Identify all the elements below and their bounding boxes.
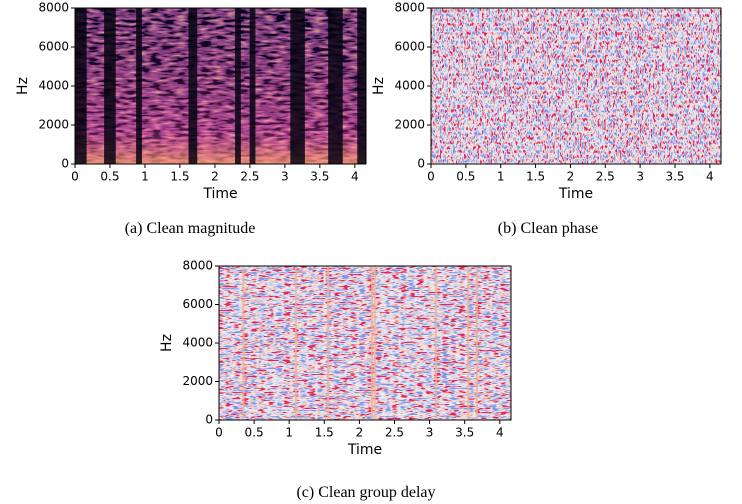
y-tick-label: 8000 [182, 259, 213, 273]
x-tick-label: 3.5 [665, 170, 684, 184]
silence-band [136, 8, 142, 164]
x-tick-label: 4 [351, 170, 359, 184]
x-axis-label: Time [202, 186, 237, 202]
texture [219, 266, 511, 420]
x-tick-label: 2 [567, 170, 575, 184]
silence-band [328, 8, 343, 164]
x-tick-label: 3 [426, 426, 434, 440]
y-tick-label: 0 [205, 413, 213, 427]
x-tick-label: 0.5 [100, 170, 119, 184]
x-tick-label: 1 [285, 426, 293, 440]
y-tick-label: 8000 [38, 1, 69, 15]
y-tick-label: 4000 [38, 79, 69, 93]
x-tick-label: 2 [211, 170, 219, 184]
streak [467, 266, 470, 420]
spectrogram-panel: 0 0.5 1 1.5 2 2.5 3 3.5 4 0 2000 4000 6000 8000 Time Hz… [371, 1, 722, 237]
y-tick-label: 0 [61, 157, 69, 171]
x-tick-label: 1.5 [170, 170, 189, 184]
y-tick-label: 6000 [394, 40, 425, 54]
silence-band [249, 8, 256, 164]
x-tick-label: 0.5 [456, 170, 475, 184]
x-tick-label: 4 [706, 170, 714, 184]
x-tick-label: 1 [141, 170, 149, 184]
x-tick-label: 0 [71, 170, 79, 184]
streak [242, 266, 245, 420]
y-tick-label: 2000 [38, 118, 69, 132]
x-tick-label: 2 [356, 426, 364, 440]
x-tick-label: 1 [497, 170, 505, 184]
y-tick-label: 4000 [182, 336, 213, 350]
caption: (a) Clean magnitude [125, 220, 256, 237]
x-tick-label: 2.5 [240, 170, 259, 184]
x-tick-label: 4 [496, 426, 504, 440]
y-tick-label: 2000 [394, 118, 425, 132]
silence-band [290, 8, 305, 164]
x-tick-label: 1.5 [315, 426, 334, 440]
streak [475, 266, 478, 420]
y-tick-label: 2000 [182, 374, 213, 388]
texture [431, 8, 721, 164]
silence-band [188, 8, 198, 164]
caption: (c) Clean group delay [296, 484, 435, 501]
x-tick-label: 3 [636, 170, 644, 184]
streak [327, 266, 330, 420]
streak [435, 266, 438, 420]
x-tick-label: 3 [281, 170, 289, 184]
streak [373, 266, 376, 420]
y-tick-label: 6000 [182, 297, 213, 311]
spectrogram-panel: 0 0.5 1 1.5 2 2.5 3 3.5 4 0 2000 4000 6000 8000 Time Hz… [15, 1, 367, 237]
caption: (b) Clean phase [498, 220, 598, 237]
y-tick-label: 8000 [394, 1, 425, 15]
silence-band [235, 8, 241, 164]
y-tick-label: 6000 [38, 40, 69, 54]
silence-band [357, 8, 366, 164]
y-axis-label: Hz [371, 77, 387, 95]
spectrogram-image [75, 8, 366, 164]
texture-shade [75, 8, 366, 164]
y-tick-label: 0 [417, 157, 425, 171]
y-tick-label: 4000 [394, 79, 425, 93]
spectrogram-panel: 0 0.5 1 1.5 2 2.5 3 3.5 4 0 2000 4000 6000 8000 Time Hz… [159, 259, 512, 501]
y-axis-label: Hz [15, 77, 31, 95]
x-tick-label: 2.5 [385, 426, 404, 440]
x-tick-label: 2.5 [596, 170, 615, 184]
silence-band [104, 8, 116, 164]
streak [370, 266, 373, 420]
x-axis-label: Time [558, 186, 593, 202]
spectrogram-image [431, 8, 721, 164]
x-tick-label: 1.5 [526, 170, 545, 184]
x-tick-label: 3.5 [310, 170, 329, 184]
x-tick-label: 0.5 [245, 426, 264, 440]
x-axis-label: Time [347, 442, 382, 458]
x-tick-label: 3.5 [455, 426, 474, 440]
y-axis-label: Hz [159, 334, 175, 352]
spectrogram-image [219, 266, 511, 420]
x-tick-label: 0 [427, 170, 435, 184]
silence-band [75, 8, 87, 164]
streak [294, 266, 297, 420]
x-tick-label: 0 [215, 426, 223, 440]
